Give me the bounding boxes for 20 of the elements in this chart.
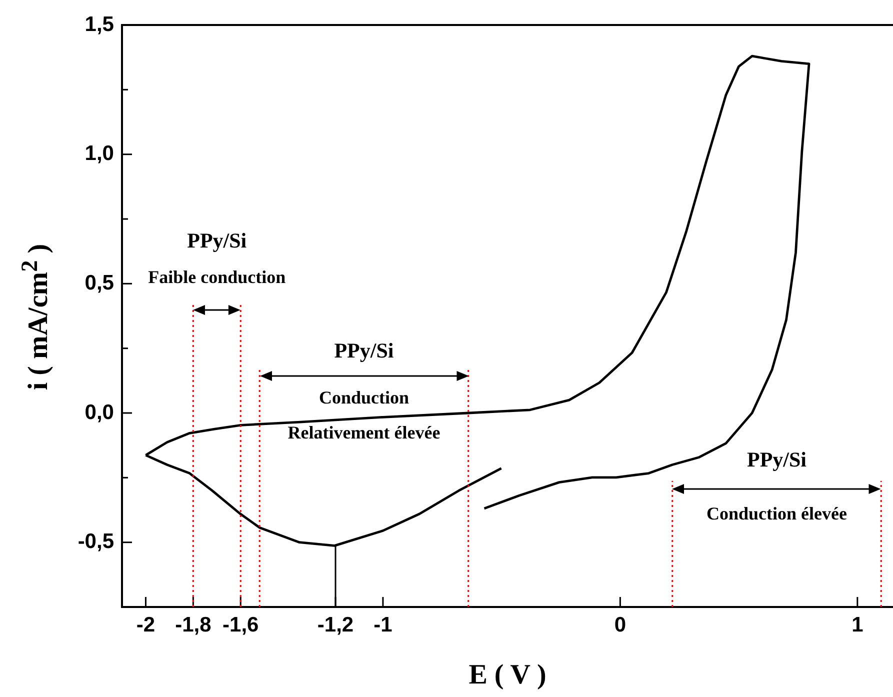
annotation: PPy/Si — [334, 338, 394, 362]
y-tick-label: 1,5 — [84, 12, 114, 36]
annotation: Faible conduction — [148, 266, 286, 287]
x-tick-label: -1 — [374, 613, 393, 636]
x-tick-label: 1 — [852, 613, 864, 636]
annotation: Conduction élevée — [706, 504, 848, 524]
x-tick-label: 0 — [614, 613, 626, 636]
x-tick-label: -2 — [136, 613, 156, 636]
x-tick-label: -1,6 — [222, 613, 259, 636]
y-tick-label: 1,0 — [84, 142, 114, 166]
annotation: PPy/Si — [187, 228, 247, 253]
annotation: Relativement élevée — [288, 422, 440, 443]
x-tick-label: -1,2 — [317, 613, 354, 636]
y-tick-label: 0,0 — [84, 400, 114, 424]
x-axis-title: E ( V ) — [468, 659, 546, 690]
annotation: PPy/Si — [747, 447, 807, 472]
annotation: Conduction — [318, 388, 409, 408]
x-tick-label: -1,8 — [175, 613, 212, 636]
y-tick-label: -0,5 — [78, 530, 114, 554]
y-tick-label: 0,5 — [84, 271, 114, 294]
